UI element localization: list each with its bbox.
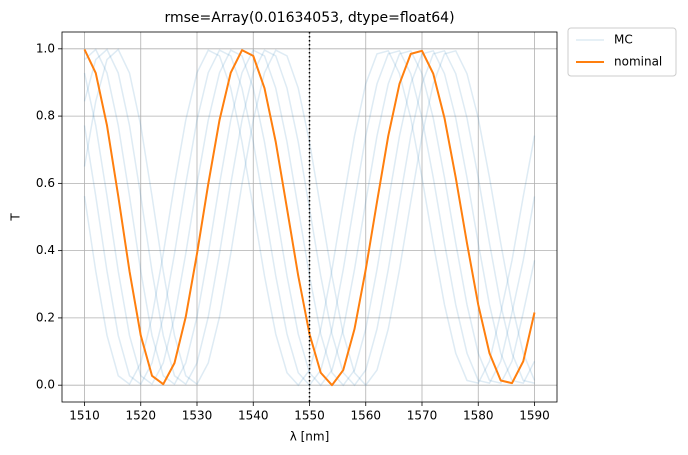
x-tick-label: 1580 xyxy=(463,409,494,423)
y-tick-label: 0.6 xyxy=(36,176,55,190)
x-tick-label: 1590 xyxy=(519,409,550,423)
y-tick-label: 0.4 xyxy=(36,243,55,257)
y-tick-label: 0.0 xyxy=(36,378,55,392)
mc-line xyxy=(83,48,536,387)
legend-label: nominal xyxy=(614,55,662,69)
legend-frame xyxy=(567,27,677,77)
chart-title: rmse=Array(0.01634053, dtype=float64) xyxy=(164,10,454,26)
x-axis-label: λ [nm] xyxy=(290,430,330,444)
y-tick-label: 1.0 xyxy=(36,41,55,55)
y-tick-label: 0.8 xyxy=(36,109,55,123)
y-tick-label: 0.2 xyxy=(36,310,55,324)
mc-line xyxy=(83,49,536,387)
x-tick-label: 1510 xyxy=(69,409,100,423)
legend-label: MC xyxy=(614,33,633,47)
mc-line xyxy=(83,48,536,387)
x-tick-label: 1530 xyxy=(182,409,213,423)
legend: MC nominal xyxy=(567,27,677,77)
x-tick-label: 1560 xyxy=(350,409,381,423)
x-tick-label: 1540 xyxy=(238,409,269,423)
x-tick-label: 1570 xyxy=(407,409,438,423)
series-line xyxy=(83,49,536,387)
y-axis-label: T xyxy=(9,213,23,222)
x-tick-label: 1550 xyxy=(294,409,325,423)
x-tick-label: 1520 xyxy=(125,409,156,423)
